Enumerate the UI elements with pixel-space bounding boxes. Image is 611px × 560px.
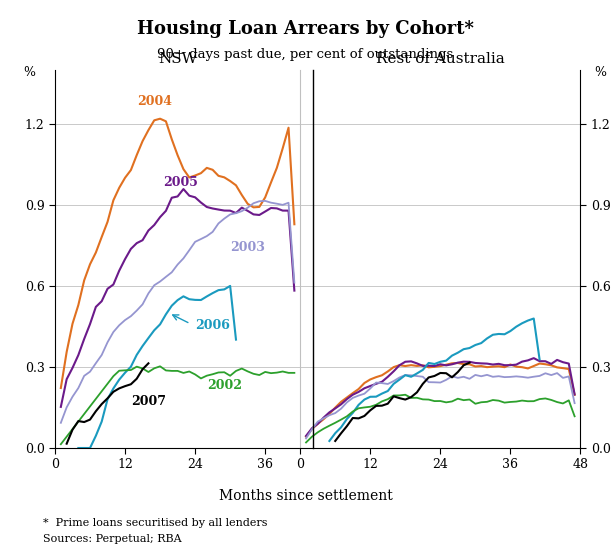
Text: %: % [595,66,607,79]
Title: NSW: NSW [158,52,197,66]
Text: Housing Loan Arrears by Cohort*: Housing Loan Arrears by Cohort* [137,20,474,38]
Text: 90+ days past due, per cent of outstandings: 90+ days past due, per cent of outstandi… [158,48,453,60]
Text: %: % [23,66,35,79]
Text: Months since settlement: Months since settlement [219,488,392,503]
Text: Sources: Perpetual; RBA: Sources: Perpetual; RBA [43,534,181,544]
Title: Rest of Australia: Rest of Australia [376,52,505,66]
Text: 2007: 2007 [131,395,166,408]
Text: 2004: 2004 [137,95,172,108]
Text: 2003: 2003 [230,241,265,254]
Text: 2005: 2005 [163,176,198,189]
Text: 2002: 2002 [207,379,242,391]
Text: 2006: 2006 [195,319,230,332]
Text: *  Prime loans securitised by all lenders: * Prime loans securitised by all lenders [43,518,267,528]
